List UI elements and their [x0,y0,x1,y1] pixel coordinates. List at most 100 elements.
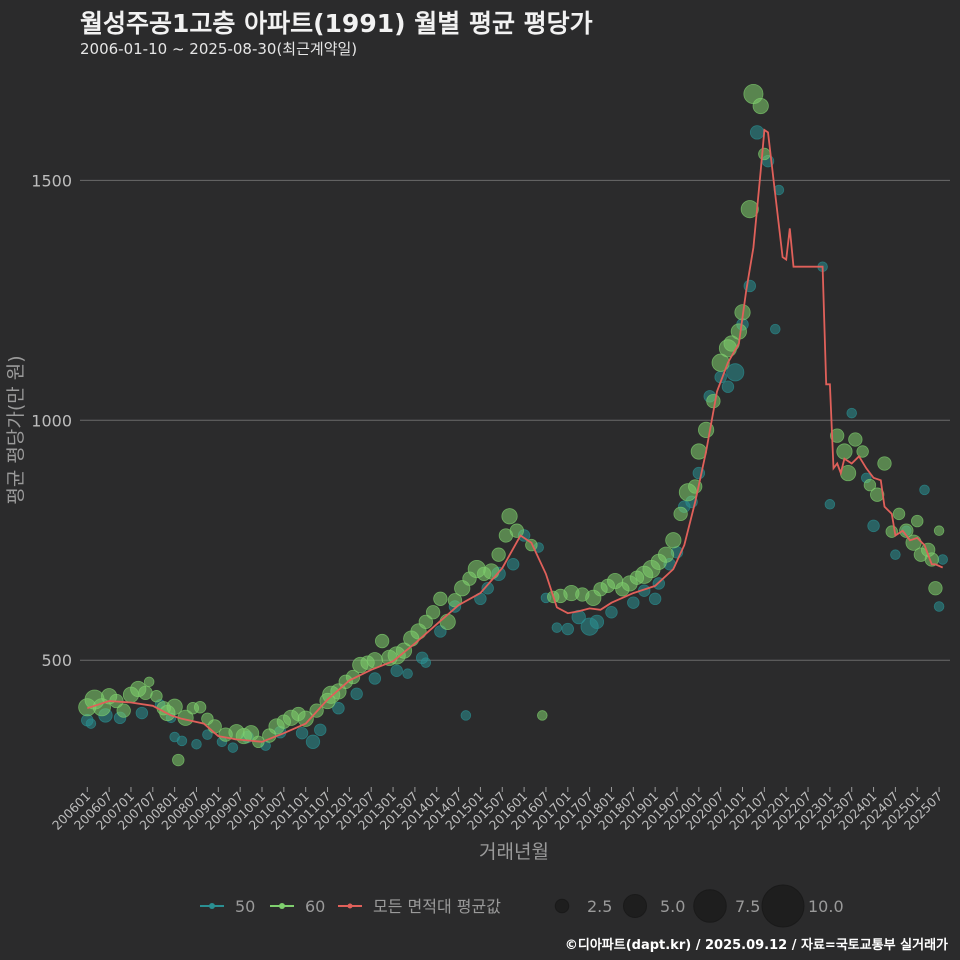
x-tick-marks [86,787,940,792]
series-50-point [506,558,520,571]
series-60-point [425,605,441,620]
legend-label-s50: 50 [235,897,255,916]
legend-size-circle [693,889,727,923]
series-50-point [314,723,327,737]
series-50-point [890,549,901,560]
legend-size-circle [554,898,570,914]
series-50-point [350,687,363,701]
series-60-point [877,456,892,471]
y-tick-labels: 500 1000 1500 [31,171,72,670]
series-50-point [176,735,188,747]
series-60-point [657,546,675,563]
series-50-point [937,554,948,565]
series-60-point [706,393,721,409]
series-60-point [892,507,906,521]
legend-size-label: 7.5 [735,897,760,916]
y-tick-label: 1000 [31,411,72,430]
series-50-point [726,363,745,382]
series-60-point [830,428,845,443]
series-50-point [227,742,239,753]
page-title: 월성주공1고층 아파트(1991) 월별 평균 평당가 [80,9,593,38]
series-50-point [867,519,880,533]
series-50-point [402,668,413,679]
series-60-point [297,710,314,727]
series-50-point [305,734,321,749]
legend-size-label: 2.5 [587,897,612,916]
series-60-point [138,685,153,701]
series-60-point [740,200,759,219]
series-60-point [758,147,771,161]
y-axis-label: 평균 평당가(만 원) [5,355,27,504]
series-60-point [856,445,869,458]
series-60-point [143,676,155,688]
series-50-point [933,601,945,612]
series-60-point [673,506,688,522]
series-60-point [483,563,500,580]
series-50-point [191,738,202,750]
series-60-points [78,83,945,767]
series-60-point [116,703,131,718]
series-50-point [770,323,781,335]
series-50-point [551,622,563,633]
series-60-point [439,613,456,630]
series-60-point [899,523,914,538]
legend-size-label: 10.0 [808,897,844,916]
legend-size-circle [623,894,647,918]
legend-label-avg: 모든 면적대 평균값 [373,897,501,916]
series-60-point [193,701,207,714]
grid-lines [80,179,950,661]
legend-size-circle [761,884,805,928]
series-50-point [824,499,836,510]
legend-key-s60-dot [279,903,285,909]
series-60-point [447,593,463,608]
series-50-point [202,729,213,740]
series-60-point [730,323,747,340]
series-60-point [172,753,185,767]
series-50-point [390,664,403,677]
series-60-point [418,614,433,629]
series-60-point [150,690,163,703]
series-50-point [332,702,345,715]
average-price-line [87,128,944,743]
source-caption: ©디아파트(dapt.kr) / 2025.09.12 / 자료=국토교통부 실… [564,938,948,953]
y-tick-label: 1500 [31,171,72,190]
series-50-point [135,706,149,720]
legend-label-s60: 60 [305,897,325,916]
series-50-points [81,125,948,753]
y-tick-label: 500 [41,651,72,670]
chart-legend: 50 60 모든 면적대 평균값 2.5 5.0 7.5 10.0 [200,884,844,928]
series-60-point [752,97,769,115]
series-60-point [870,487,885,502]
x-axis-label: 거래년월 [479,841,549,863]
series-60-point [911,514,924,528]
series-60-point [166,698,183,715]
series-50-point [919,484,930,496]
series-50-point [460,710,472,721]
page-subtitle: 2006-01-10 ~ 2025-08-30(최근계약일) [80,40,358,58]
series-50-point [589,614,605,629]
series-50-point [605,606,618,619]
series-50-point [648,592,662,606]
series-50-point [846,407,857,419]
series-60-point [433,591,448,606]
series-60-point [491,547,506,562]
series-60-point [836,443,853,460]
series-50-point [368,672,382,685]
series-50-point [721,380,735,393]
series-60-point [537,710,548,721]
series-50-point [627,596,640,609]
series-50-point [85,718,97,729]
legend-key-avg-dot [347,903,353,909]
series-50-point [749,125,765,140]
series-60-point [848,432,863,447]
series-50-point [571,609,586,625]
legend-key-s50-dot [209,903,215,909]
series-60-point [933,525,945,536]
series-60-point [665,532,682,549]
series-60-point [863,478,877,492]
series-50-point [481,582,494,595]
series-50-point [561,622,574,636]
series-60-point [501,508,518,525]
series-60-point [374,633,390,649]
